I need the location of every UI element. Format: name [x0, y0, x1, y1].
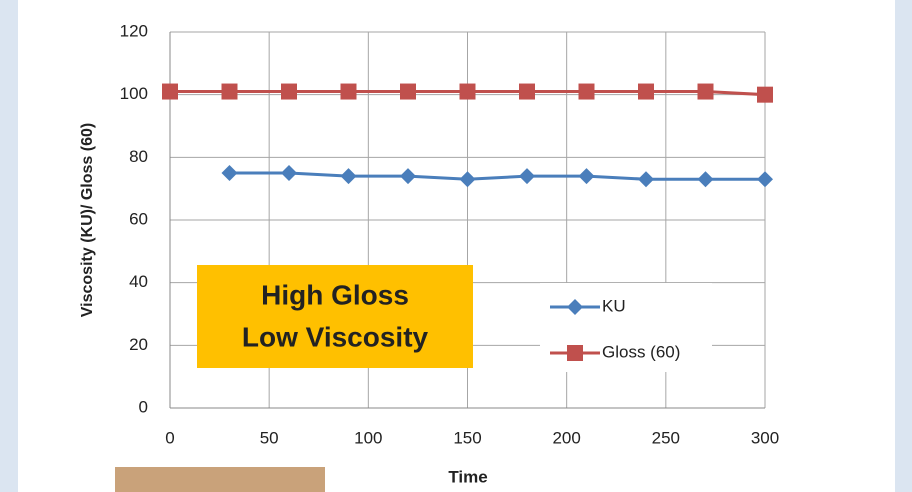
- x-tick-label: 50: [260, 428, 279, 447]
- point: [281, 84, 297, 100]
- annotation: High Gloss: [261, 279, 409, 310]
- annotation: Low Viscosity: [242, 321, 429, 352]
- legend-marker: [567, 345, 583, 361]
- y-axis-label: Viscosity (KU)/ Gloss (60): [79, 123, 96, 317]
- x-axis-label: Time: [448, 467, 487, 486]
- point: [400, 84, 416, 100]
- point: [460, 84, 476, 100]
- y-tick-label: 100: [120, 84, 148, 103]
- point: [519, 84, 535, 100]
- y-tick-label: 40: [129, 272, 148, 291]
- page: Time Viscosity (KU)/ Gloss (60) High Glo…: [0, 0, 912, 492]
- x-tick-label: 300: [751, 428, 779, 447]
- y-tick-label: 80: [129, 147, 148, 166]
- x-tick-label: 150: [453, 428, 481, 447]
- y-tick-label: 60: [129, 209, 148, 228]
- panel: [18, 0, 895, 492]
- x-tick-label: 100: [354, 428, 382, 447]
- point: [222, 84, 238, 100]
- x-tick-label: 0: [165, 428, 174, 447]
- point: [162, 84, 178, 100]
- legend-label: Gloss (60): [602, 342, 680, 361]
- chart: Time Viscosity (KU)/ Gloss (60) High Glo…: [0, 0, 912, 492]
- x-tick-label: 250: [652, 428, 680, 447]
- point: [341, 84, 357, 100]
- y-tick-label: 20: [129, 335, 148, 354]
- y-tick-label: 0: [139, 397, 148, 416]
- legend-label: KU: [602, 296, 626, 315]
- point: [757, 87, 773, 103]
- photo: [115, 467, 325, 492]
- x-tick-label: 200: [552, 428, 580, 447]
- y-tick-label: 120: [120, 21, 148, 40]
- point: [638, 84, 654, 100]
- point: [579, 84, 595, 100]
- point: [698, 84, 714, 100]
